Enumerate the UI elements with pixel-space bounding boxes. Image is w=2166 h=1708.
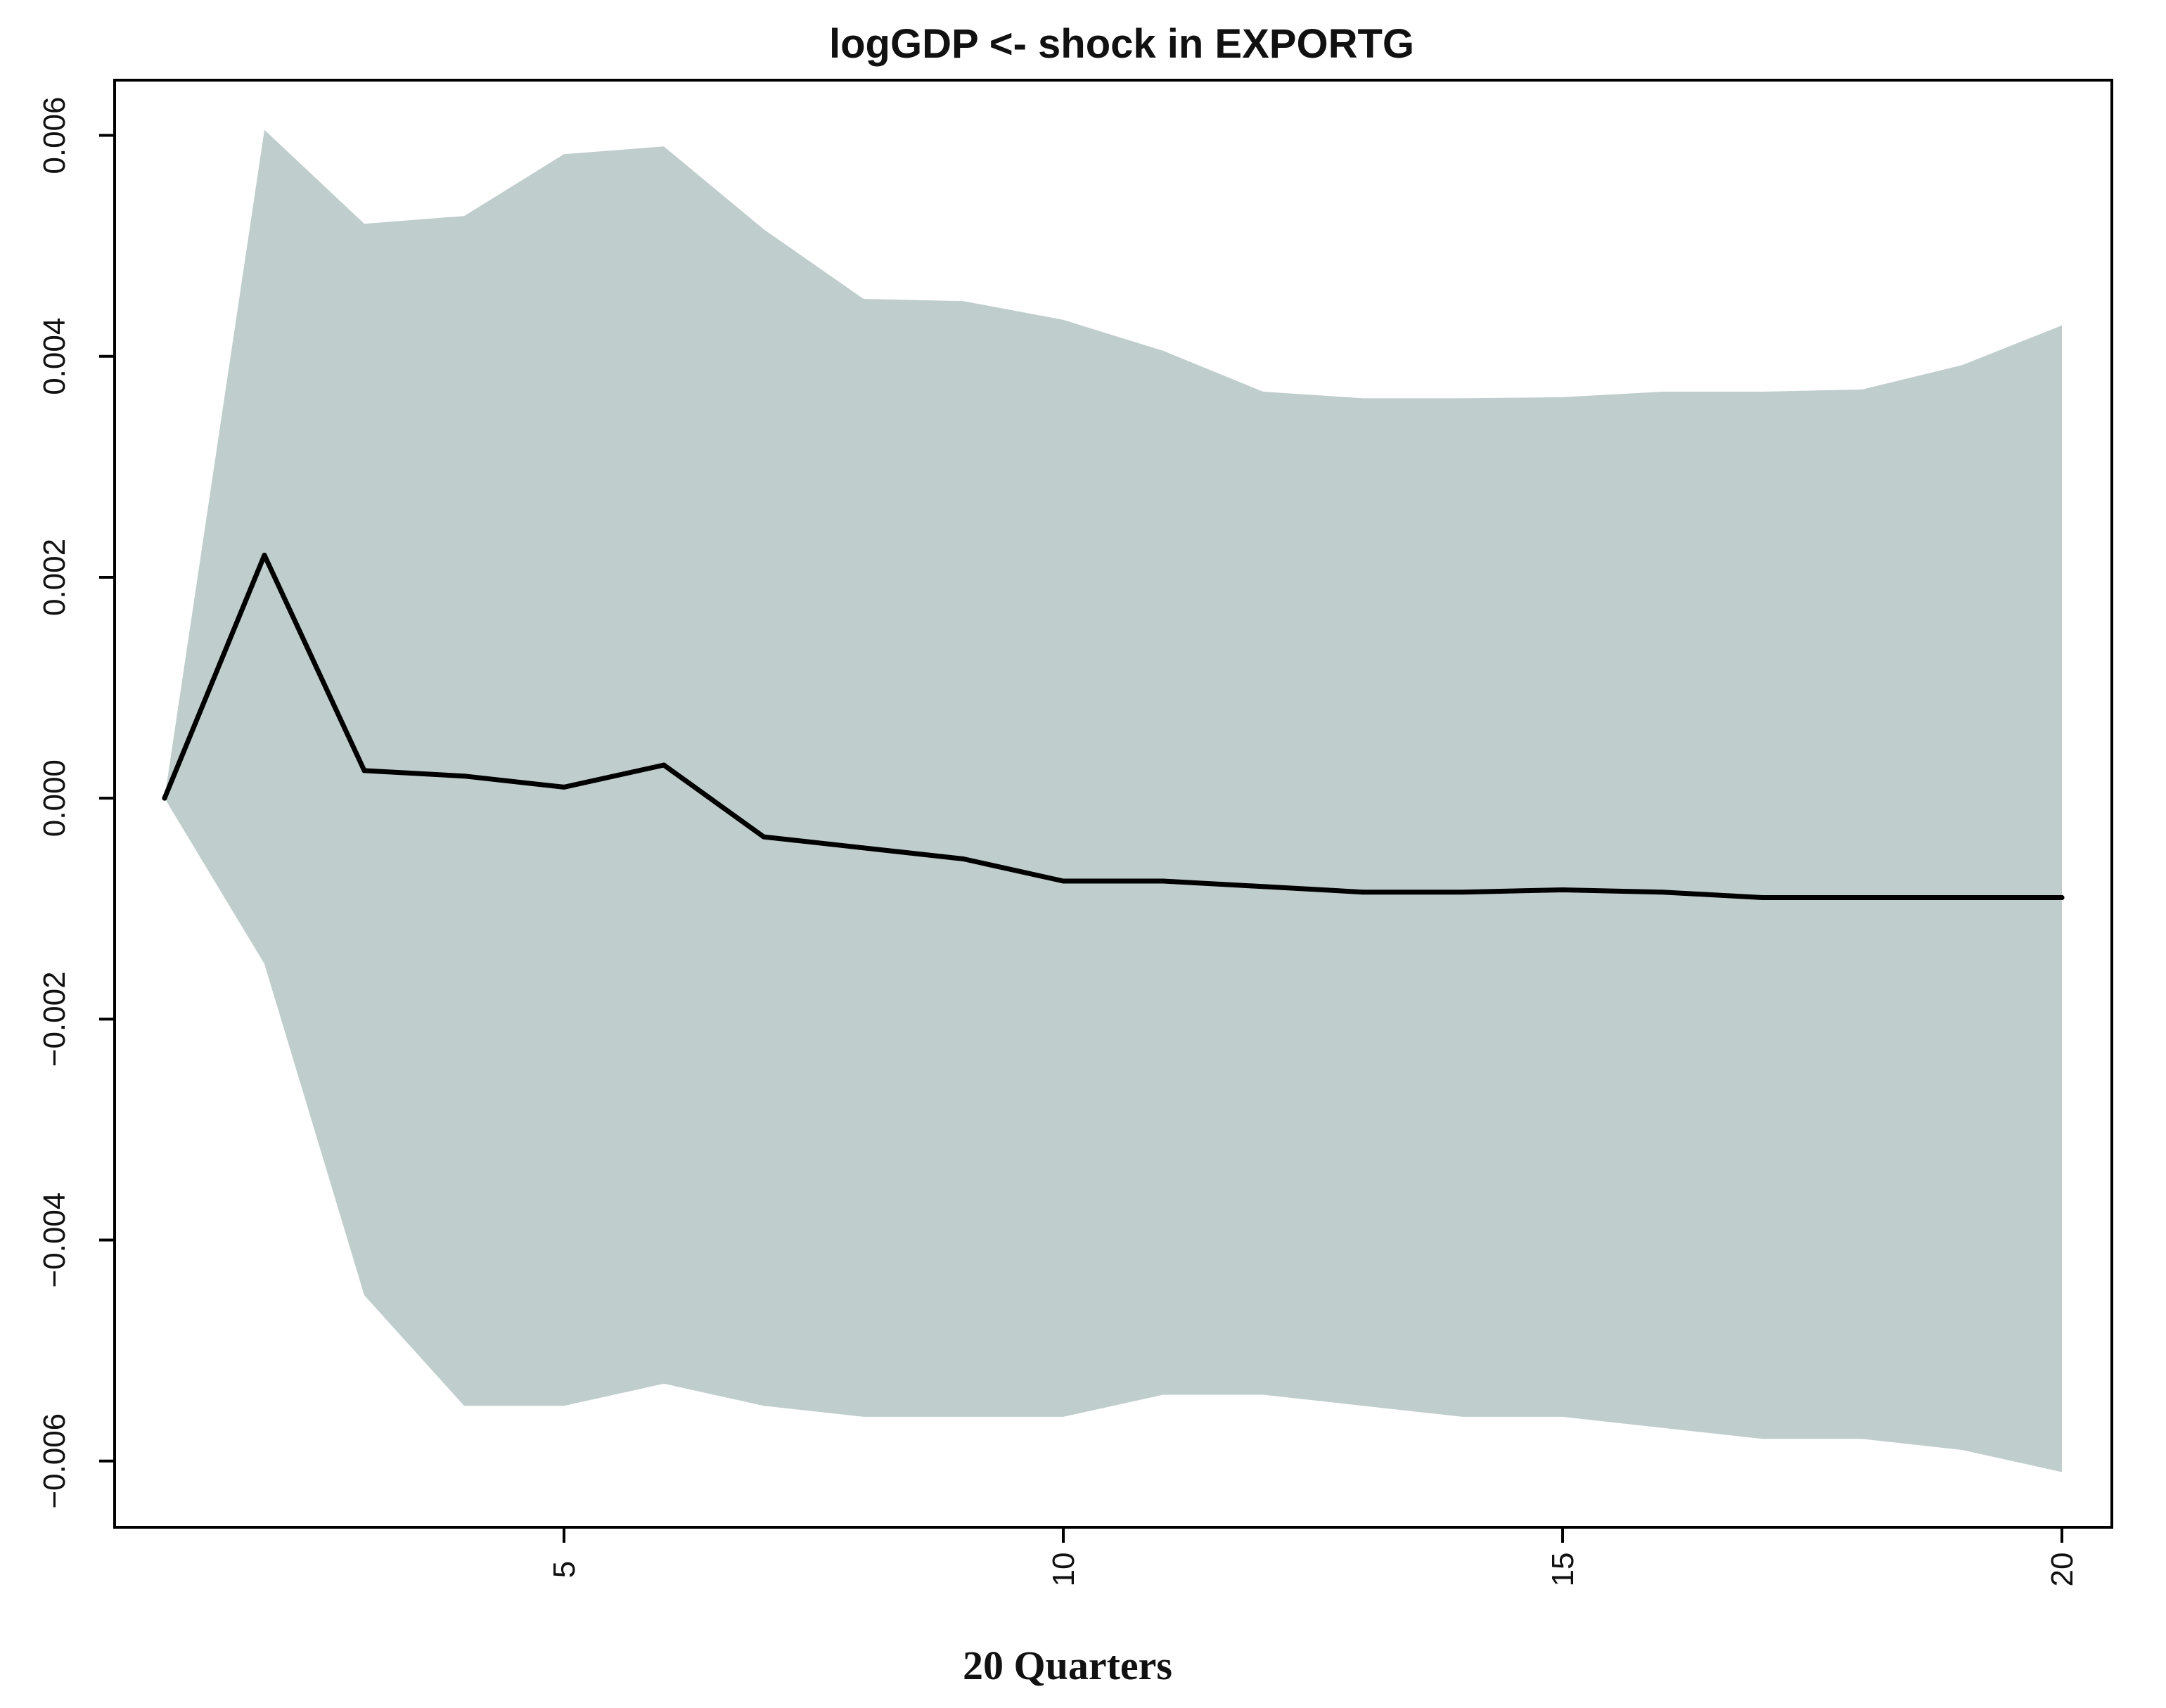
chart-title: logGDP <- shock in EXPORTG	[829, 21, 1414, 67]
response-point	[1660, 890, 1665, 895]
response-point	[761, 834, 767, 840]
response-point	[1360, 890, 1366, 895]
response-point	[861, 845, 866, 851]
response-point	[162, 795, 167, 801]
y-tick-label: 0.006	[37, 96, 72, 174]
x-tick-label: 5	[547, 1561, 582, 1578]
confidence-band-layer	[165, 129, 2062, 1472]
y-tick-label: 0.004	[37, 318, 72, 395]
response-point	[661, 762, 667, 768]
response-point	[561, 784, 567, 790]
x-axis-label: 20 Quarters	[963, 1643, 1172, 1688]
x-tick-label: 15	[1546, 1553, 1580, 1587]
x-axis: 5 10 15 20	[547, 1527, 2080, 1586]
response-point	[1560, 887, 1565, 892]
y-tick-label: 0.000	[37, 759, 72, 837]
response-point	[1060, 878, 1066, 884]
y-tick-label: 0.002	[37, 539, 72, 616]
y-tick-label: −0.002	[37, 971, 72, 1067]
response-line	[162, 553, 2065, 900]
y-tick-label: −0.004	[37, 1193, 72, 1288]
x-tick-label: 20	[2045, 1553, 2080, 1587]
response-line-layer	[162, 553, 2065, 900]
response-point	[461, 773, 467, 779]
response-point	[1160, 878, 1166, 884]
response-point	[1260, 884, 1266, 890]
y-tick-label: −0.006	[37, 1413, 72, 1509]
response-point	[1959, 895, 1965, 900]
y-axis: −0.006 −0.004 −0.002 0.000 0.002 0.004 0.006	[37, 96, 115, 1509]
response-point	[1760, 895, 1765, 900]
response-point	[961, 856, 966, 861]
response-point	[361, 768, 367, 773]
confidence-band	[165, 129, 2062, 1472]
plot-frame	[113, 79, 2113, 1529]
response-point	[2059, 895, 2065, 900]
response-point	[262, 553, 267, 558]
response-point	[1460, 890, 1466, 895]
response-point	[1859, 895, 1865, 900]
x-tick-label: 10	[1046, 1553, 1081, 1587]
